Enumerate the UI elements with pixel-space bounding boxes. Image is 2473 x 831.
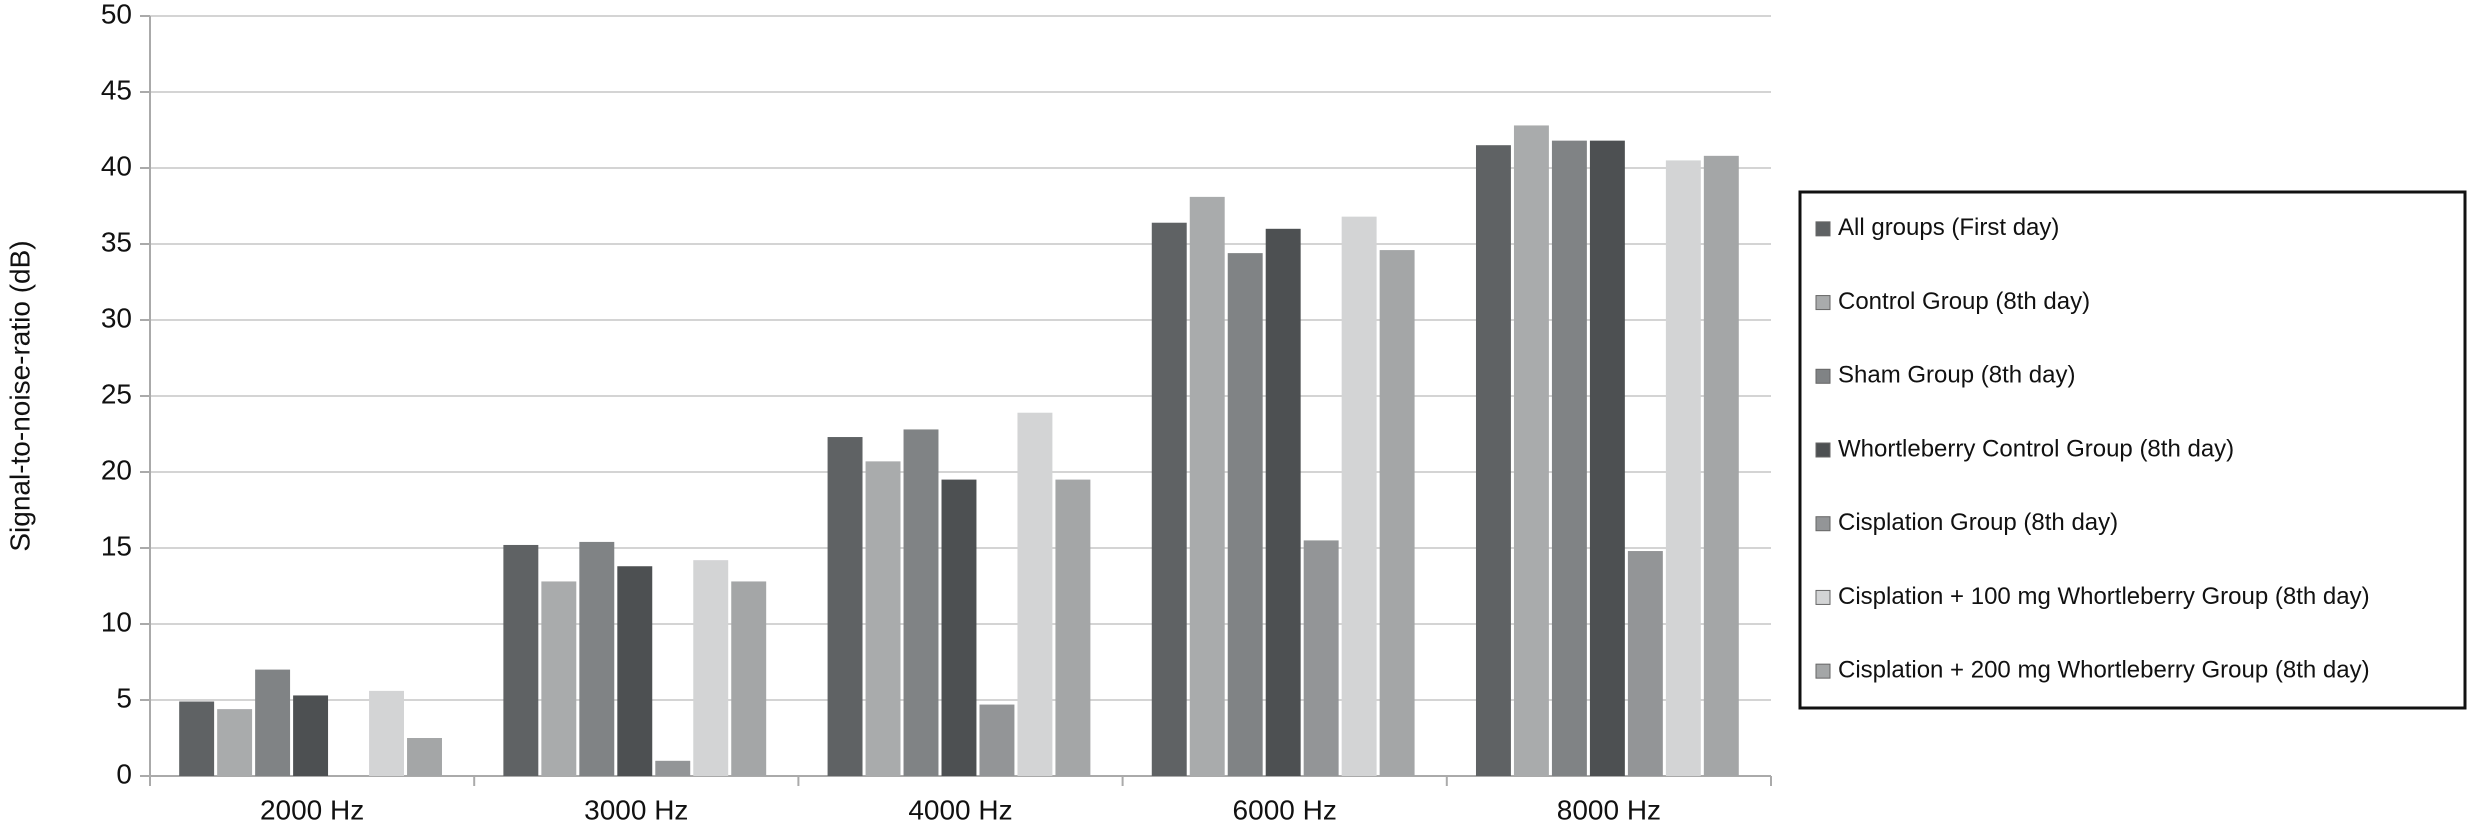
bar — [1189, 196, 1225, 776]
x-tick-label: 6000 Hz — [1233, 794, 1337, 825]
legend-label: Control Group (8th day) — [1838, 288, 2090, 315]
x-tick-label: 8000 Hz — [1557, 794, 1661, 825]
y-tick-label: 10 — [101, 606, 132, 637]
bar — [369, 690, 405, 776]
bar — [1475, 145, 1511, 776]
legend-swatch — [1815, 442, 1831, 458]
legend-label: All groups (First day) — [1838, 214, 2059, 241]
bar — [579, 541, 615, 776]
legend-label: Cisplation + 100 mg Whortleberry Group (… — [1838, 583, 2370, 610]
y-tick-label: 50 — [101, 0, 132, 29]
bar — [1627, 551, 1663, 776]
bar — [1589, 140, 1625, 776]
y-tick-label: 5 — [116, 682, 132, 713]
x-tick-label: 4000 Hz — [908, 794, 1012, 825]
y-axis-label: Signal-to-noise-ratio (dB) — [4, 240, 35, 551]
bar — [503, 544, 539, 776]
bar — [617, 566, 653, 776]
legend-label: Whortleberry Control Group (8th day) — [1838, 435, 2234, 462]
legend-box — [1798, 190, 2467, 710]
legend-swatch — [1815, 368, 1831, 384]
bar — [1151, 222, 1187, 777]
bar — [1303, 540, 1339, 776]
legend-label: Cisplation + 200 mg Whortleberry Group (… — [1838, 656, 2370, 683]
bar — [541, 581, 577, 776]
bar — [1341, 216, 1377, 776]
bar — [1513, 125, 1549, 776]
bar — [731, 581, 767, 776]
bar — [979, 704, 1015, 776]
bar — [1551, 140, 1587, 776]
bar — [1055, 479, 1091, 776]
bar — [655, 760, 691, 776]
legend-swatch — [1815, 221, 1831, 237]
x-tick-label: 3000 Hz — [584, 794, 688, 825]
legend-swatch — [1815, 295, 1831, 311]
bar — [693, 560, 729, 776]
y-tick-label: 20 — [101, 454, 132, 485]
bar — [407, 738, 442, 776]
bar — [1379, 250, 1415, 776]
y-tick-label: 35 — [101, 226, 132, 257]
y-tick-label: 30 — [101, 302, 132, 333]
bar — [217, 709, 253, 776]
legend-swatch — [1815, 516, 1831, 532]
bar — [827, 437, 863, 776]
bar — [1265, 228, 1301, 777]
bar — [941, 479, 977, 776]
bar — [865, 461, 901, 776]
bar — [903, 429, 939, 776]
legend-label: Sham Group (8th day) — [1838, 362, 2075, 389]
bar — [293, 695, 329, 776]
bar — [1665, 160, 1701, 776]
bar — [1703, 155, 1739, 777]
y-tick-label: 40 — [101, 150, 132, 181]
y-tick-label: 25 — [101, 378, 132, 409]
y-tick-label: 45 — [101, 74, 132, 105]
bar — [255, 669, 291, 776]
y-tick-label: 0 — [116, 758, 132, 789]
legend-swatch — [1815, 663, 1831, 679]
legend-label: Cisplation Group (8th day) — [1838, 509, 2118, 536]
y-tick-label: 15 — [101, 530, 132, 561]
bar — [1227, 253, 1263, 776]
bar — [179, 701, 215, 776]
x-tick-label: 2000 Hz — [260, 794, 364, 825]
bar — [1017, 412, 1053, 776]
legend-swatch — [1815, 589, 1831, 605]
